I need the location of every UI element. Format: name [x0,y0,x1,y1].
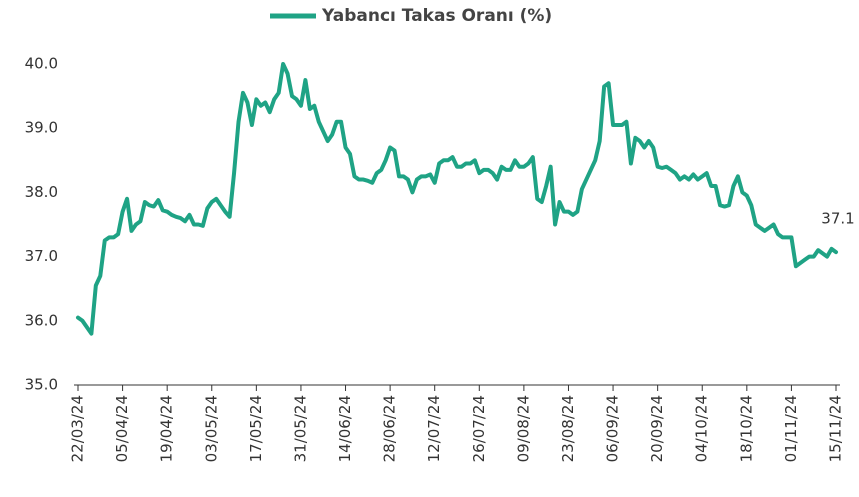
x-tick-label: 01/11/24 [782,395,800,462]
x-tick-label: 23/08/24 [559,395,577,462]
x-tick-label: 03/05/24 [202,395,220,462]
legend-label: Yabancı Takas Oranı (%) [321,6,552,26]
series-line [76,62,838,336]
x-tick-label: 06/09/24 [604,395,622,462]
y-tick-label: 38.0 [25,183,58,201]
x-tick-label: 17/05/24 [247,395,265,462]
x-tick-label: 19/04/24 [158,395,176,462]
x-tick-label: 20/09/24 [648,395,666,462]
x-tick-label: 31/05/24 [291,395,309,462]
x-tick-label: 05/04/24 [113,395,131,462]
x-tick-label: 14/06/24 [336,395,354,462]
x-tick-label: 18/10/24 [737,395,755,462]
y-tick-label: 40.0 [25,55,58,73]
x-tick-label: 15/11/24 [827,395,845,462]
x-tick-label: 12/07/24 [425,395,443,462]
x-tick-label: 22/03/24 [69,395,87,462]
y-tick-label: 35.0 [25,376,58,394]
y-tick-label: 37.0 [25,247,58,265]
y-tick-label: 39.0 [25,119,58,137]
x-tick-label: 28/06/24 [381,395,399,462]
x-tick-label: 26/07/24 [470,395,488,462]
x-tick-label: 09/08/24 [514,395,532,462]
y-tick-label: 36.0 [25,311,58,329]
x-tick-label: 04/10/24 [693,395,711,462]
data-label: 37.1 [821,210,854,228]
